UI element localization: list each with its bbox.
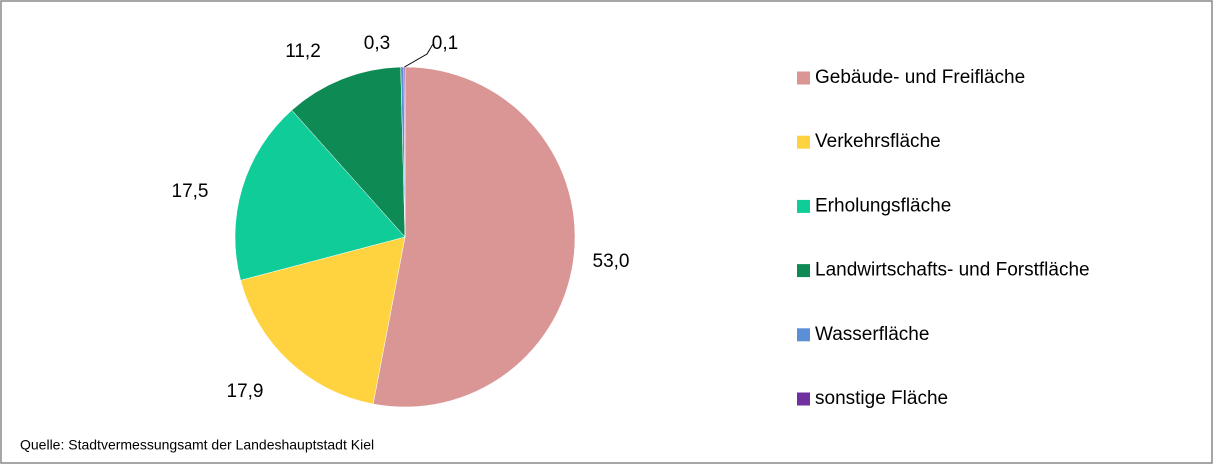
- leader-line: [404, 43, 434, 68]
- source-note: Quelle: Stadtvermessungsamt der Landesha…: [20, 437, 374, 453]
- legend-label: Erholungsfläche: [815, 195, 951, 216]
- legend-swatch: [797, 71, 810, 85]
- data-label: 17,5: [172, 181, 209, 202]
- data-label: 17,9: [227, 381, 264, 402]
- legend-label: Verkehrsfläche: [815, 131, 941, 152]
- data-label: 11,2: [285, 41, 321, 62]
- pie-slice: [291, 66, 406, 238]
- legend-swatch: [797, 392, 810, 406]
- legend-label: Gebäude- und Freifläche: [815, 67, 1025, 88]
- data-label: 53,0: [593, 251, 630, 272]
- pie-slice: [240, 236, 406, 405]
- pie-slice: [234, 109, 406, 281]
- legend-label: Wasserfläche: [815, 324, 929, 345]
- legend-swatch: [797, 264, 810, 278]
- legend-swatch: [797, 328, 810, 342]
- pie-slice: [372, 66, 576, 408]
- legend-swatch: [797, 135, 810, 149]
- legend-label: sonstige Fläche: [815, 388, 948, 409]
- data-label: 0,3: [364, 33, 390, 54]
- data-label: 0,1: [432, 33, 458, 54]
- legend-label: Landwirtschafts- und Forstfläche: [815, 260, 1090, 281]
- legend-swatch: [797, 199, 810, 213]
